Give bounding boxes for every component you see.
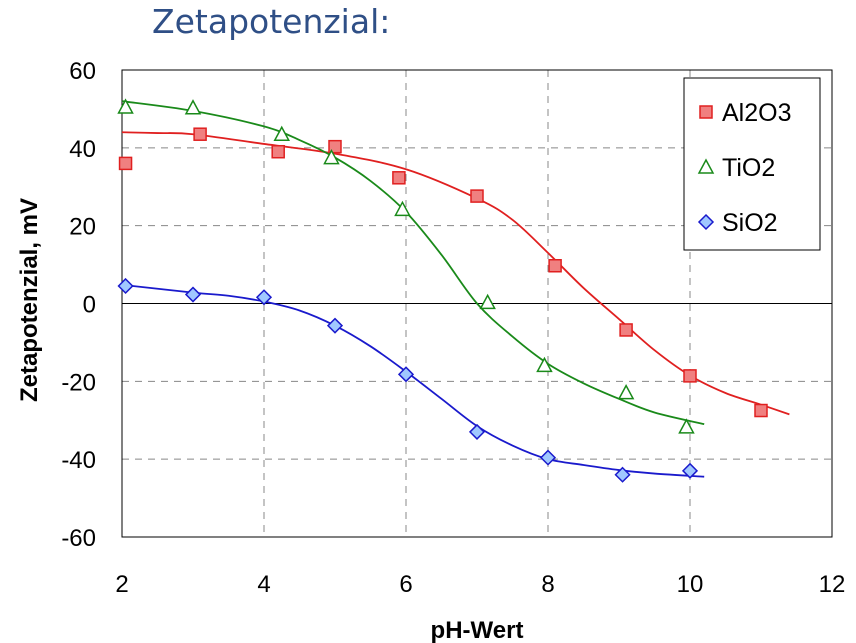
al2o3-data-point xyxy=(328,139,342,154)
tio2-fit-line xyxy=(121,100,705,426)
x-tick-label: 4 xyxy=(257,571,270,598)
x-tick-label: 8 xyxy=(541,571,554,598)
y-tick-label: 60 xyxy=(69,58,96,85)
al2o3-data-point xyxy=(118,156,133,171)
al2o3-data-point xyxy=(619,323,633,337)
tio2-data-point xyxy=(323,148,340,165)
tio2-data-point xyxy=(479,293,496,310)
data-markers xyxy=(117,98,768,483)
al2o3-data-point xyxy=(392,171,406,185)
tio2-data-point xyxy=(678,418,695,434)
al2o3-data-point xyxy=(754,403,768,418)
y-tick-label: 0 xyxy=(83,292,96,319)
al2o3-data-point xyxy=(193,127,207,141)
legend-al2o3-marker xyxy=(699,105,713,119)
legend: Al2O3 TiO2 SiO2 xyxy=(683,77,821,251)
x-axis-label: pH-Wert xyxy=(431,617,524,643)
x-tick-label: 2 xyxy=(115,571,128,598)
al2o3-data-point xyxy=(470,189,484,203)
sio2-data-point xyxy=(117,277,134,295)
tio2-data-point xyxy=(117,98,134,114)
al2o3-data-point xyxy=(683,369,697,383)
tio2-data-point xyxy=(394,200,411,217)
tio2-data-point xyxy=(273,125,291,141)
y-tick-label: 40 xyxy=(69,136,96,163)
y-tick-label: -40 xyxy=(61,447,96,474)
tio2-data-point xyxy=(536,356,553,373)
y-tick-label: -60 xyxy=(61,525,96,552)
sio2-data-point xyxy=(614,466,631,483)
sio2-fit-line xyxy=(121,283,705,478)
y-tick-label: -20 xyxy=(61,369,96,396)
sio2-data-point xyxy=(681,462,699,479)
y-axis-label: Zetapotenzial, mV xyxy=(16,198,43,402)
x-tick-label: 10 xyxy=(677,571,704,598)
y-tick-labels: 60 40 20 0 -20 -40 -60 xyxy=(61,58,96,552)
al2o3-data-point xyxy=(548,259,562,273)
legend-sio2-marker xyxy=(697,213,715,231)
x-tick-label: 12 xyxy=(819,571,846,598)
tio2-data-point xyxy=(184,99,202,115)
sio2-data-point xyxy=(184,286,202,303)
fit-curves xyxy=(121,100,790,478)
sio2-data-point xyxy=(255,289,273,306)
sio2-data-point xyxy=(468,423,486,440)
sio2-data-point xyxy=(539,449,557,466)
al2o3-fit-line xyxy=(121,131,790,416)
legend-tio2-label: TiO2 xyxy=(722,154,775,182)
x-tick-label: 6 xyxy=(399,571,412,598)
sio2-data-point xyxy=(397,366,415,383)
tio2-data-point xyxy=(617,384,635,400)
sio2-data-point xyxy=(326,317,344,334)
al2o3-data-point xyxy=(271,144,285,159)
y-tick-label: 20 xyxy=(69,214,96,241)
legend-al2o3-label: Al2O3 xyxy=(722,99,791,127)
x-tick-labels: 2 4 6 8 10 12 xyxy=(115,571,845,598)
legend-sio2-label: SiO2 xyxy=(722,209,778,237)
chart-title: Zetapotenzial: xyxy=(152,2,391,41)
legend-tio2-marker xyxy=(697,158,715,174)
